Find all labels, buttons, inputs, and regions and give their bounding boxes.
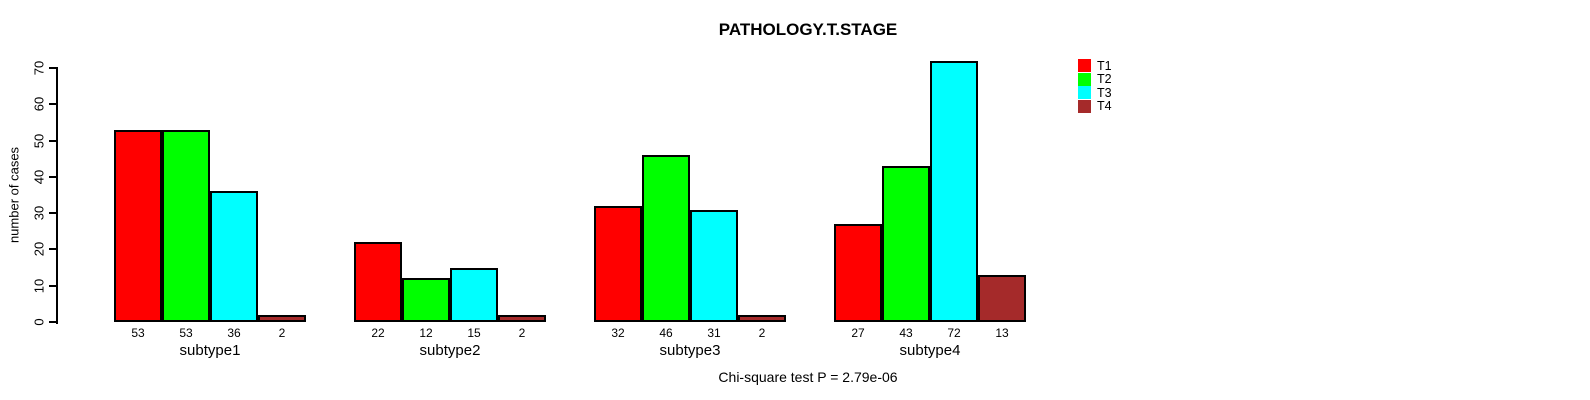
legend-item-t2: T2 — [1078, 72, 1112, 87]
bar-t2-subtype4 — [882, 165, 930, 322]
bar-t2-subtype3 — [642, 155, 690, 322]
y-tick-label: 60 — [31, 97, 47, 112]
legend-swatch-t1 — [1078, 59, 1091, 73]
bar-t3-subtype1 — [210, 191, 258, 322]
group-label-subtype2: subtype2 — [419, 342, 481, 359]
bar-value-label: 13 — [995, 326, 1009, 340]
bar-value-label: 15 — [467, 326, 481, 340]
legend-item-t4: T4 — [1078, 99, 1112, 114]
y-tick-mark — [49, 212, 57, 215]
y-tick-mark — [49, 103, 57, 106]
bar-value-label: 2 — [278, 326, 286, 340]
y-tick-mark — [49, 248, 57, 251]
y-tick-mark — [49, 175, 57, 178]
legend-swatch-t3 — [1078, 86, 1091, 100]
bar-value-label: 36 — [227, 326, 241, 340]
y-tick-label: 0 — [31, 318, 47, 326]
bar-t3-subtype4 — [930, 60, 978, 322]
legend-label: T1 — [1097, 58, 1112, 73]
bar-value-label: 43 — [899, 326, 913, 340]
y-tick-mark — [49, 284, 57, 287]
bar-t3-subtype2 — [450, 267, 498, 322]
bar-value-label: 2 — [758, 326, 766, 340]
y-tick-mark — [49, 139, 57, 142]
bar-t4-subtype1 — [258, 314, 306, 322]
legend-label: T3 — [1097, 85, 1112, 100]
legend-label: T2 — [1097, 72, 1112, 87]
legend-item-t1: T1 — [1078, 59, 1112, 73]
group-label-subtype1: subtype1 — [179, 342, 241, 359]
bar-t1-subtype4 — [834, 224, 882, 322]
chart-title: PATHOLOGY.T.STAGE — [718, 20, 898, 39]
legend: T1 T2 T3 T4 — [1078, 59, 1112, 113]
bar-value-label: 32 — [611, 326, 625, 340]
group-label-subtype4: subtype4 — [899, 342, 961, 359]
bar-t1-subtype3 — [594, 205, 642, 322]
legend-swatch-t2 — [1078, 72, 1091, 86]
bar-t4-subtype3 — [738, 314, 786, 322]
y-tick-label: 20 — [31, 242, 47, 257]
bar-t3-subtype3 — [690, 209, 738, 322]
y-tick-label: 30 — [31, 205, 47, 221]
bar-t4-subtype4 — [978, 274, 1026, 322]
y-axis-label: number of cases — [6, 146, 22, 244]
y-tick-label: 50 — [31, 133, 47, 148]
bar-value-label: 12 — [419, 326, 433, 340]
bar-t1-subtype2 — [354, 242, 402, 322]
y-tick-mark — [49, 321, 57, 323]
y-tick-mark — [49, 67, 57, 69]
legend-item-t3: T3 — [1078, 86, 1112, 100]
bar-t2-subtype2 — [402, 278, 450, 322]
group-label-subtype3: subtype3 — [659, 342, 721, 359]
bar-t2-subtype1 — [162, 129, 210, 322]
bar-value-label: 22 — [371, 326, 385, 340]
legend-label: T4 — [1097, 99, 1112, 114]
y-axis-line — [56, 67, 58, 324]
bar-value-label: 31 — [707, 326, 721, 340]
bar-value-label: 53 — [131, 326, 145, 340]
bar-value-label: 27 — [851, 326, 865, 340]
bar-value-label: 46 — [659, 326, 673, 340]
y-tick-label: 10 — [31, 278, 47, 293]
bar-value-label: 72 — [947, 326, 961, 340]
bar-value-label: 2 — [518, 326, 526, 340]
bar-t1-subtype1 — [114, 129, 162, 322]
bar-t4-subtype2 — [498, 314, 546, 322]
bar-value-label: 53 — [179, 326, 193, 340]
legend-swatch-t4 — [1078, 99, 1091, 113]
chi-square-caption: Chi-square test P = 2.79e-06 — [718, 369, 898, 385]
y-tick-label: 40 — [31, 169, 47, 185]
y-tick-label: 70 — [31, 60, 47, 76]
